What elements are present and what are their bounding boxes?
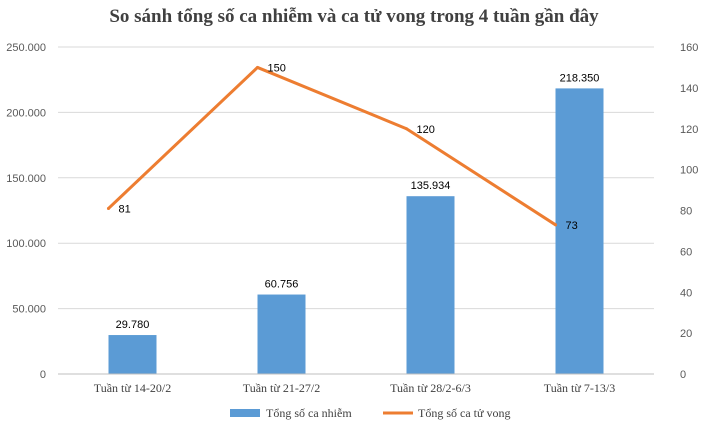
- y-right-tick-label: 160: [680, 42, 698, 54]
- y-left-tick-label: 200.000: [6, 107, 46, 119]
- y-right-tick-label: 100: [680, 165, 698, 177]
- line-point: [107, 206, 110, 210]
- y-left-tick-label: 0: [40, 369, 46, 381]
- bar: [406, 196, 455, 374]
- y-right-tick-label: 20: [680, 328, 692, 340]
- chart-title: So sánh tổng số ca nhiễm và ca tử vong t…: [109, 6, 599, 27]
- x-tick-label: Tuần từ 14-20/2: [94, 381, 171, 395]
- y-right-tick-label: 140: [680, 83, 698, 95]
- line-series: [107, 65, 557, 227]
- y-right-tick-label: 0: [680, 369, 686, 381]
- legend-label-line: Tổng số ca tử vong: [418, 406, 511, 420]
- y-right-tick-label: 120: [680, 124, 698, 136]
- line-point: [554, 223, 557, 227]
- line-data-label: 73: [566, 220, 578, 232]
- line-point: [256, 65, 259, 69]
- line-data-label: 81: [119, 203, 131, 215]
- bar-data-label: 29.780: [116, 319, 150, 331]
- y-right-tick-label: 80: [680, 206, 692, 218]
- y-left-tick-label: 150.000: [6, 173, 46, 185]
- y-left-tick-label: 100.000: [6, 238, 46, 250]
- y-right-tick-label: 60: [680, 246, 692, 258]
- x-tick-label: Tuần từ 21-27/2: [243, 381, 320, 395]
- y-left-tick-label: 50.000: [12, 304, 46, 316]
- bar: [257, 294, 306, 374]
- x-tick-label: Tuần từ 7-13/3: [544, 381, 615, 395]
- bar: [555, 88, 604, 375]
- x-tick-label: Tuần từ 28/2-6/3: [390, 381, 471, 395]
- bar: [108, 335, 157, 374]
- bar-data-label: 135.934: [411, 180, 451, 192]
- legend-swatch-bars: [230, 409, 260, 417]
- line-point: [405, 127, 408, 131]
- legend-label-bars: Tổng số ca nhiễm: [266, 406, 352, 420]
- line-data-label: 120: [417, 124, 435, 136]
- line-data-label: 150: [268, 62, 286, 74]
- y-right-tick-label: 40: [680, 287, 692, 299]
- y-left-tick-label: 250.000: [6, 42, 46, 54]
- bar-data-label: 218.350: [560, 72, 600, 84]
- bar-data-label: 60.756: [265, 279, 299, 291]
